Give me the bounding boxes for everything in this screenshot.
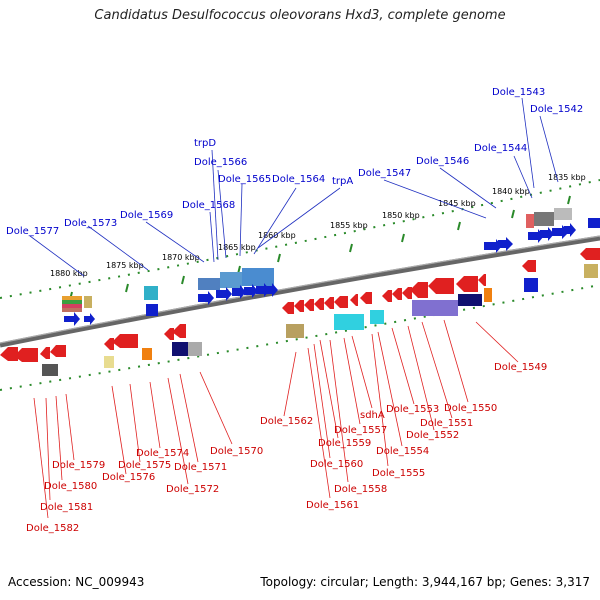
tick-mark xyxy=(457,221,461,231)
label-dole-1570: Dole_1570 xyxy=(210,446,263,457)
tick-label: 1870 kbp xyxy=(162,253,200,262)
tick-mark xyxy=(349,243,353,253)
label-dole-1576: Dole_1576 xyxy=(102,472,155,483)
tick-mark xyxy=(511,209,515,219)
tick-label: 1880 kbp xyxy=(50,269,88,278)
label-dole-1553: Dole_1553 xyxy=(386,404,439,415)
label-dole-1580: Dole_1580 xyxy=(44,481,97,492)
label-dole-1559: Dole_1559 xyxy=(318,438,371,449)
label-dole-1579: Dole_1579 xyxy=(52,460,105,471)
tick-label: 1840 kbp xyxy=(492,187,530,196)
label-trpa: trpA xyxy=(332,176,353,187)
tick-labels: 1835 kbp 1840 kbp 1845 kbp 1850 kbp 1855 kbp… xyxy=(50,173,586,278)
top-gene-labels: Dole_1543 Dole_1542 Dole_1544 Dole_1546 … xyxy=(6,87,583,237)
reverse-genes xyxy=(0,274,492,376)
label-dole-1557: Dole_1557 xyxy=(334,425,387,436)
label-dole-1569: Dole_1569 xyxy=(120,210,173,221)
tick-label: 1835 kbp xyxy=(548,173,586,182)
label-dole-1552: Dole_1552 xyxy=(406,430,459,441)
label-sdha: sdhA xyxy=(360,410,385,421)
label-dole-1581: Dole_1581 xyxy=(40,502,93,513)
label-dole-1543: Dole_1543 xyxy=(492,87,545,98)
leader-lines-red xyxy=(33,319,519,519)
label-dole-1546: Dole_1546 xyxy=(416,156,469,167)
tick-mark xyxy=(567,195,571,205)
label-dole-1565: Dole_1565 xyxy=(218,174,271,185)
label-dole-1575: Dole_1575 xyxy=(118,460,171,471)
label-dole-1544: Dole_1544 xyxy=(474,143,527,154)
accession-text: Accession: NC_009943 xyxy=(8,575,145,589)
tick-label: 1865 kbp xyxy=(218,243,256,252)
tick-mark xyxy=(181,275,185,285)
label-trpd: trpD xyxy=(194,138,216,149)
label-dole-1551: Dole_1551 xyxy=(420,418,473,429)
label-dole-1555: Dole_1555 xyxy=(372,468,425,479)
map-title: Candidatus Desulfococcus oleovorans Hxd3… xyxy=(94,8,506,23)
label-dole-1549: Dole_1549 xyxy=(494,362,547,373)
label-dole-1561: Dole_1561 xyxy=(306,500,359,511)
leader-lines-blue xyxy=(29,97,559,277)
tick-label: 1850 kbp xyxy=(382,211,420,220)
tick-label: 1845 kbp xyxy=(438,199,476,208)
label-dole-1564: Dole_1564 xyxy=(272,174,325,185)
label-dole-1560: Dole_1560 xyxy=(310,459,363,470)
genome-summary-text: Topology: circular; Length: 3,944,167 bp… xyxy=(260,575,590,589)
label-dole-1582: Dole_1582 xyxy=(26,523,79,534)
label-dole-1566: Dole_1566 xyxy=(194,157,247,168)
label-dole-1571: Dole_1571 xyxy=(174,462,227,473)
tick-mark xyxy=(125,283,129,293)
label-dole-1558: Dole_1558 xyxy=(334,484,387,495)
forward-genes xyxy=(62,208,600,326)
tick-label: 1860 kbp xyxy=(258,231,296,240)
tick-mark xyxy=(277,253,281,263)
label-dole-1577: Dole_1577 xyxy=(6,226,59,237)
outer-track-upper xyxy=(0,179,600,299)
tick-label: 1875 kbp xyxy=(106,261,144,270)
tick-label: 1855 kbp xyxy=(330,221,368,230)
label-dole-1562: Dole_1562 xyxy=(260,416,313,427)
genome-backbone xyxy=(0,235,600,348)
label-dole-1572: Dole_1572 xyxy=(166,484,219,495)
tick-mark xyxy=(401,233,405,243)
label-dole-1542: Dole_1542 xyxy=(530,104,583,115)
label-dole-1568: Dole_1568 xyxy=(182,200,235,211)
label-dole-1554: Dole_1554 xyxy=(376,446,429,457)
label-dole-1574: Dole_1574 xyxy=(136,448,189,459)
label-dole-1550: Dole_1550 xyxy=(444,403,497,414)
label-dole-1573: Dole_1573 xyxy=(64,218,117,229)
bottom-gene-labels: Dole_1549 Dole_1550 Dole_1551 Dole_1552 … xyxy=(26,362,547,534)
label-dole-1547: Dole_1547 xyxy=(358,168,411,179)
